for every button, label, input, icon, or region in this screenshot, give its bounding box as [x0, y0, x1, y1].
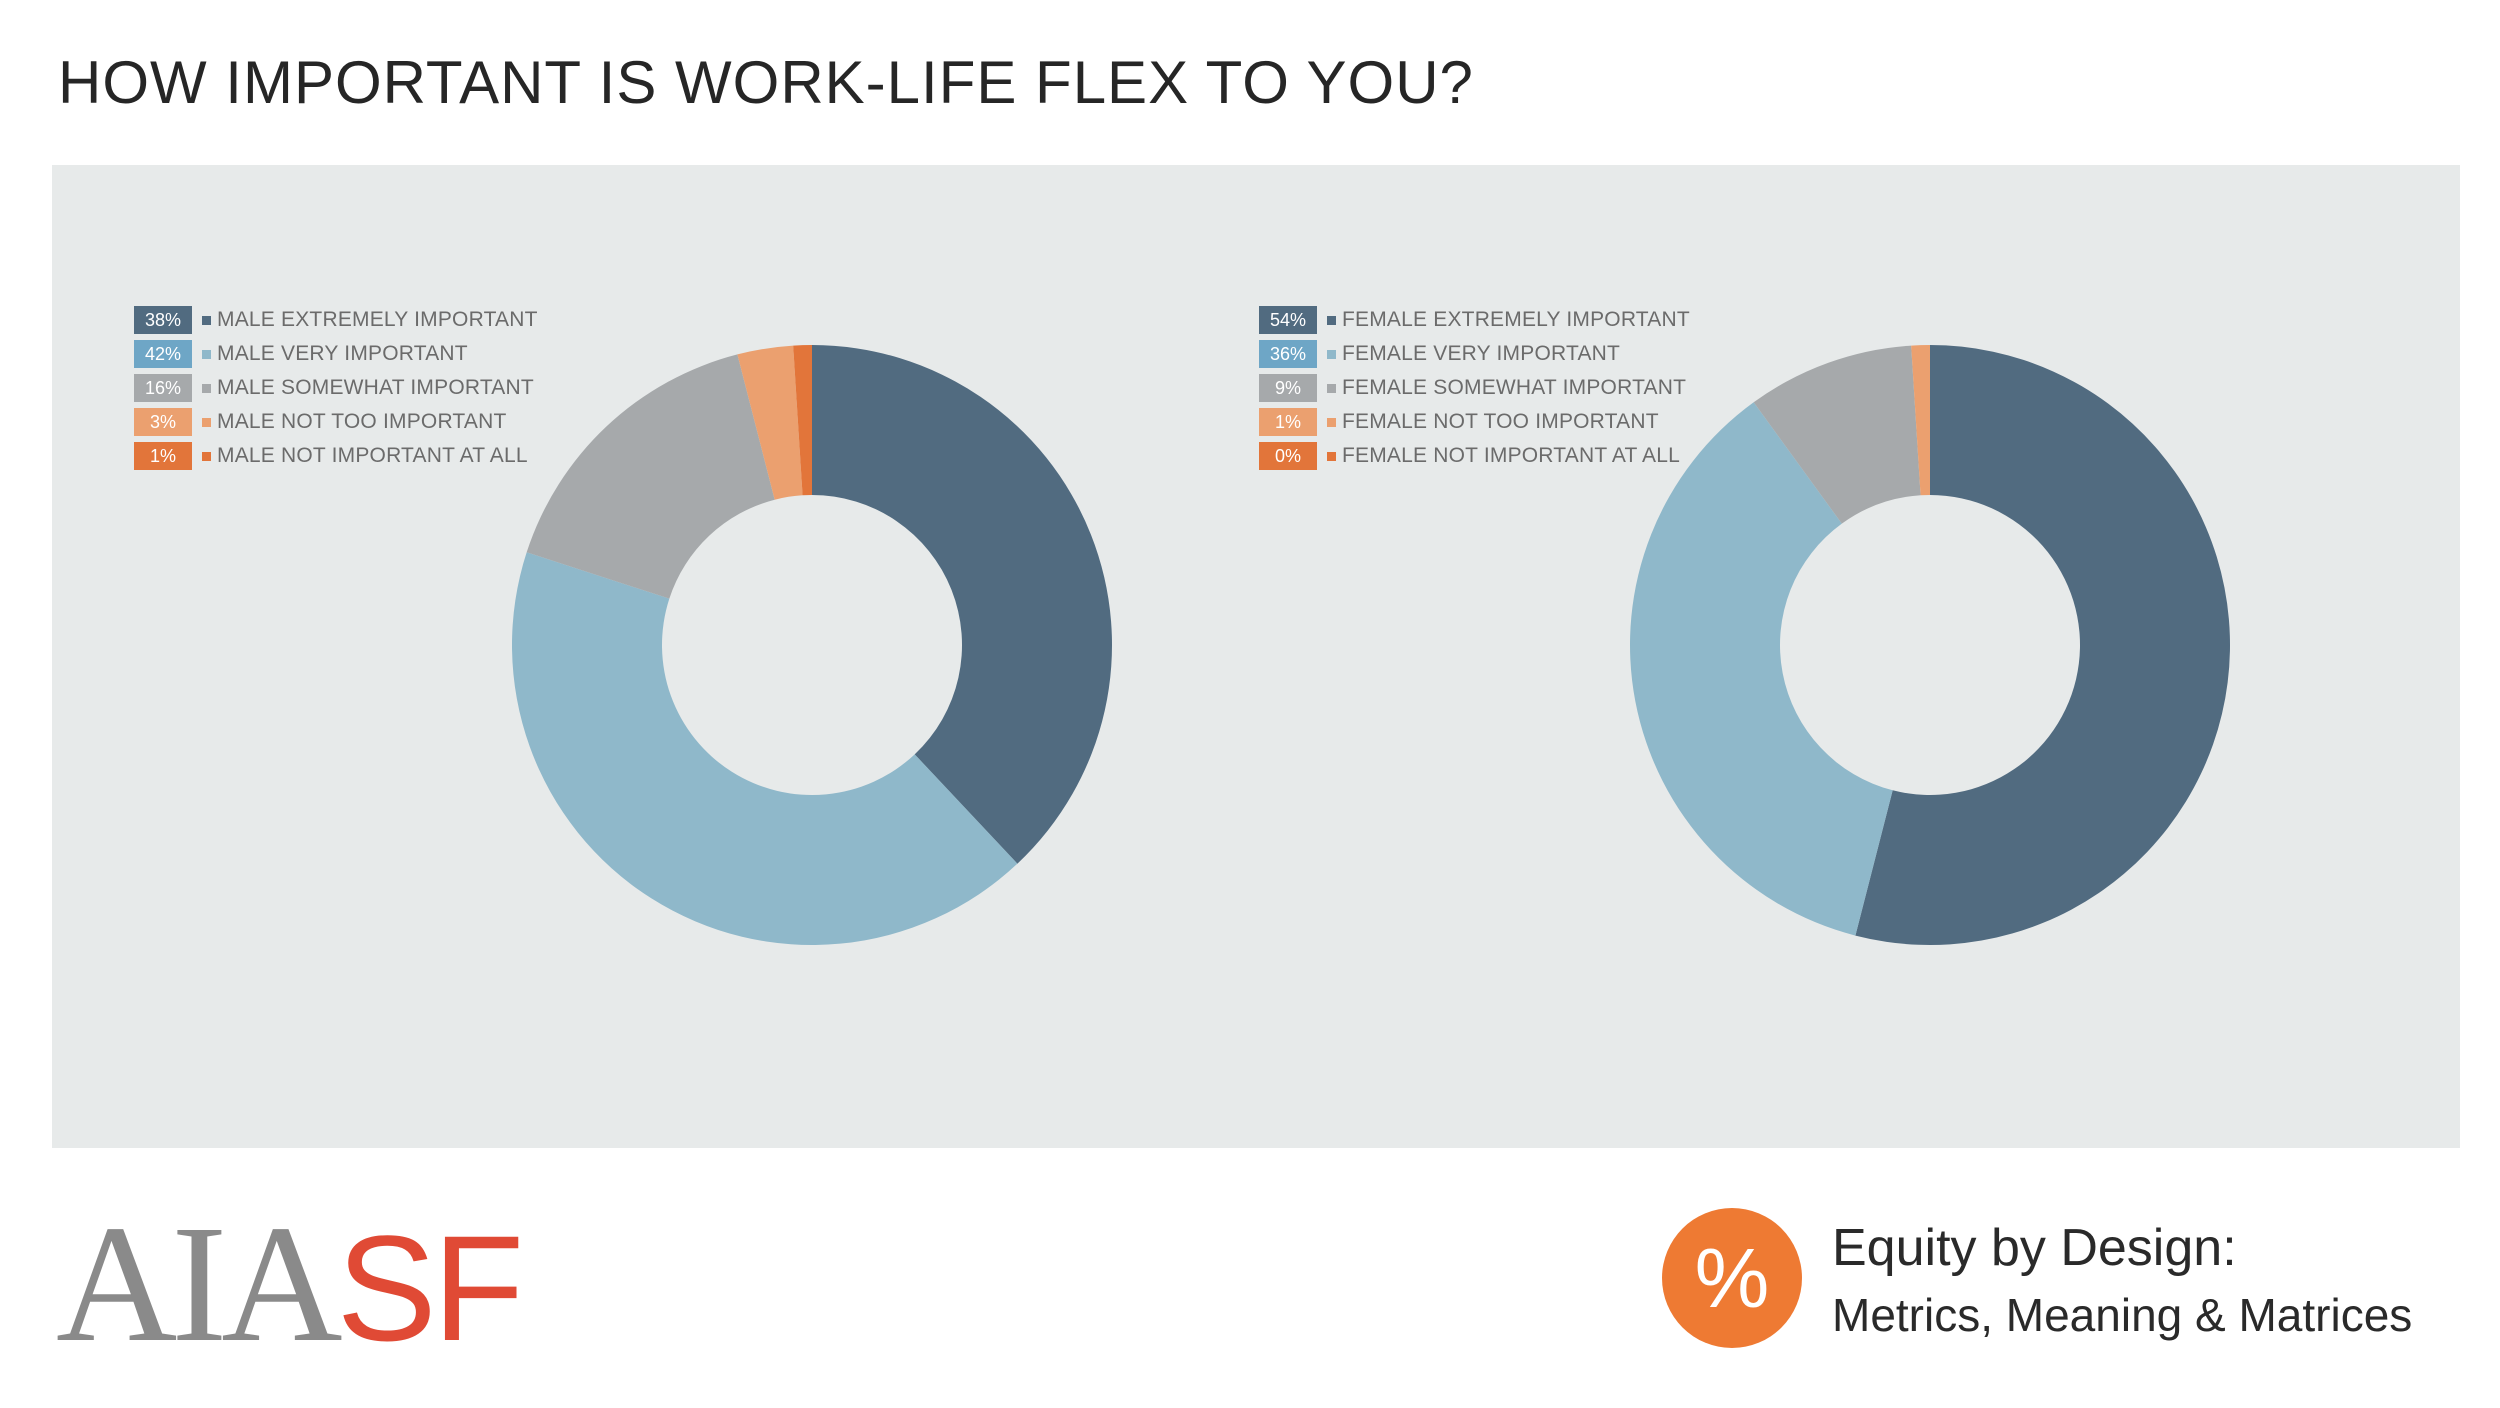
female-slice-not-too-important — [1911, 345, 1930, 496]
female-slice-extremely-important — [1855, 345, 2230, 945]
female-value-label-somewhat-important: 9% — [1259, 374, 1317, 402]
female-legend-label-somewhat-important: FEMALE SOMEWHAT IMPORTANT — [1342, 376, 1687, 399]
female-legend-item-extremely-important: 54% FEMALE EXTREMELY IMPORTANT — [1259, 305, 1690, 335]
percent-badge-icon: % — [1662, 1208, 1802, 1348]
male-legend-swatch-extremely-important — [202, 315, 211, 325]
male-legend-item-not-too-important: 3% MALE NOT TOO IMPORTANT — [134, 407, 507, 437]
male-legend-label-not-important-at-all: MALE NOT IMPORTANT AT ALL — [217, 444, 528, 467]
female-slice-very-important — [1630, 402, 1893, 936]
page-title: HOW IMPORTANT IS WORK-LIFE FLEX TO YOU? — [58, 49, 1474, 116]
female-legend-item-very-important: 36% FEMALE VERY IMPORTANT — [1259, 339, 1620, 369]
female-legend-item-not-important-at-all: 0% FEMALE NOT IMPORTANT AT ALL — [1259, 441, 1680, 471]
female-legend-swatch-not-important-at-all — [1327, 451, 1336, 461]
female-value-label-not-important-at-all: 0% — [1259, 442, 1317, 470]
female-legend-swatch-very-important — [1327, 349, 1336, 359]
male-legend-label-somewhat-important: MALE SOMEWHAT IMPORTANT — [217, 376, 534, 399]
male-legend-item-somewhat-important: 16% MALE SOMEWHAT IMPORTANT — [134, 373, 534, 403]
male-legend-item-very-important: 42% MALE VERY IMPORTANT — [134, 339, 468, 369]
male-legend-swatch-somewhat-important — [202, 383, 211, 393]
female-legend-label-not-too-important: FEMALE NOT TOO IMPORTANT — [1342, 410, 1659, 433]
logo-aia-text: AIA — [56, 1191, 343, 1377]
female-legend-label-extremely-important: FEMALE EXTREMELY IMPORTANT — [1342, 308, 1690, 331]
male-legend-swatch-not-important-at-all — [202, 451, 211, 461]
male-legend-label-not-too-important: MALE NOT TOO IMPORTANT — [217, 410, 507, 433]
female-donut-chart — [1630, 345, 2230, 945]
female-value-label-not-too-important: 1% — [1259, 408, 1317, 436]
logo-sf-text: SF — [336, 1204, 525, 1372]
male-legend-label-extremely-important: MALE EXTREMELY IMPORTANT — [217, 308, 538, 331]
male-slice-extremely-important — [812, 345, 1112, 864]
male-legend-swatch-not-too-important — [202, 417, 211, 427]
female-legend-swatch-somewhat-important — [1327, 383, 1336, 393]
male-legend-item-not-important-at-all: 1% MALE NOT IMPORTANT AT ALL — [134, 441, 528, 471]
female-value-label-very-important: 36% — [1259, 340, 1317, 368]
aiasf-logo: AIASF — [56, 1200, 524, 1368]
chart-panel: 38% MALE EXTREMELY IMPORTANT 42% MALE VERY … — [52, 165, 2460, 1148]
male-slice-somewhat-important — [526, 354, 775, 599]
brand-title: Equity by Design: — [1832, 1219, 2237, 1277]
male-value-label-somewhat-important: 16% — [134, 374, 192, 402]
female-legend-swatch-extremely-important — [1327, 315, 1336, 325]
male-legend-swatch-very-important — [202, 349, 211, 359]
brand-subtitle: Metrics, Meaning & Matrices — [1832, 1289, 2413, 1341]
male-value-label-very-important: 42% — [134, 340, 192, 368]
male-value-label-not-too-important: 3% — [134, 408, 192, 436]
female-value-label-extremely-important: 54% — [1259, 306, 1317, 334]
male-value-label-not-important-at-all: 1% — [134, 442, 192, 470]
female-legend-item-somewhat-important: 9% FEMALE SOMEWHAT IMPORTANT — [1259, 373, 1686, 403]
male-legend-item-extremely-important: 38% MALE EXTREMELY IMPORTANT — [134, 305, 538, 335]
female-legend-label-not-important-at-all: FEMALE NOT IMPORTANT AT ALL — [1342, 444, 1680, 467]
male-slice-not-important-at-all — [793, 345, 812, 496]
male-donut-chart — [511, 345, 1112, 945]
female-legend-item-not-too-important: 1% FEMALE NOT TOO IMPORTANT — [1259, 407, 1659, 437]
male-slice-not-too-important — [737, 345, 803, 500]
male-slice-very-important — [511, 552, 1018, 945]
male-legend-label-very-important: MALE VERY IMPORTANT — [217, 342, 468, 365]
female-legend-swatch-not-too-important — [1327, 417, 1336, 427]
male-value-label-extremely-important: 38% — [134, 306, 192, 334]
female-slice-somewhat-important — [1753, 345, 1921, 524]
female-legend-label-very-important: FEMALE VERY IMPORTANT — [1342, 342, 1621, 365]
